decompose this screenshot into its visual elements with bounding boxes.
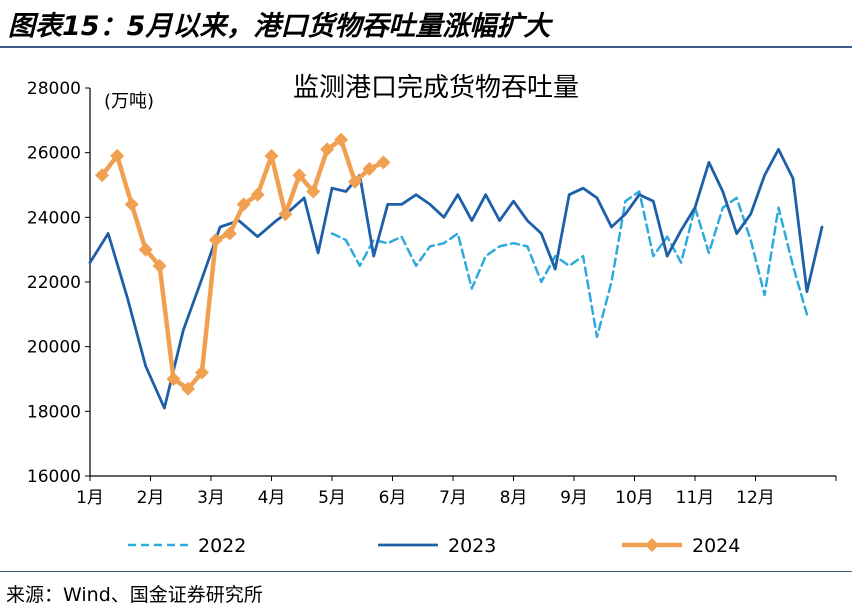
legend-marker-2024 — [645, 538, 659, 552]
x-tick-label: 11月 — [676, 488, 715, 508]
data-point-2024 — [306, 184, 321, 199]
data-point-2024 — [124, 197, 139, 212]
x-tick-label: 6月 — [379, 488, 407, 508]
x-tick-label: 12月 — [736, 488, 775, 508]
top-rule — [0, 46, 852, 48]
data-point-2024 — [152, 258, 167, 273]
x-tick-label: 3月 — [197, 488, 225, 508]
chart-area: 监测港口完成货物吞吐量 (万吨) 16000 18000 20000 22000 240… — [27, 73, 837, 557]
legend-label-2024: 2024 — [692, 535, 740, 557]
series-line-2024 — [99, 137, 386, 391]
y-tick-label: 26000 — [27, 144, 81, 164]
data-point-2024 — [222, 226, 237, 241]
data-point-2024 — [110, 148, 125, 163]
data-point-2024 — [236, 197, 251, 212]
series-line-2022 — [330, 190, 809, 339]
data-point-2024 — [194, 365, 209, 380]
data-point-2024 — [292, 168, 307, 183]
x-tick-label: 7月 — [439, 488, 467, 508]
data-point-2024 — [376, 155, 391, 170]
data-point-2024 — [347, 174, 362, 189]
y-tick-label: 20000 — [27, 338, 81, 358]
x-tick-label: 9月 — [560, 488, 588, 508]
data-point-2024 — [264, 148, 279, 163]
figure-title: 图表15：5月以来，港口货物吞吐量涨幅扩大 — [8, 11, 551, 42]
series-line-2023 — [88, 147, 824, 410]
series-layer — [88, 132, 824, 410]
legend-label-2023: 2023 — [448, 535, 496, 557]
y-axis-unit-label: (万吨) — [104, 91, 154, 112]
data-point-2024 — [166, 372, 181, 386]
data-point-2024 — [334, 132, 349, 147]
data-point-2024 — [181, 381, 196, 396]
legend: 2022 2023 2024 — [128, 535, 740, 557]
data-point-2024 — [362, 161, 377, 176]
x-tick-label: 10月 — [615, 488, 654, 508]
bottom-rule — [0, 571, 852, 572]
y-tick-label: 28000 — [27, 79, 81, 99]
chart-title: 监测港口完成货物吞吐量 — [293, 73, 579, 103]
x-tick-label: 2月 — [137, 488, 165, 508]
data-point-2024 — [138, 242, 153, 257]
x-tick-label: 4月 — [258, 488, 286, 508]
x-tick-label: 1月 — [76, 488, 104, 508]
axes: 16000 18000 20000 22000 24000 26000 28000 1月 2月 3… — [27, 79, 837, 508]
data-point-2024 — [208, 232, 223, 247]
y-tick-label: 22000 — [27, 273, 81, 293]
y-tick-label: 18000 — [27, 402, 81, 422]
data-point-2024 — [278, 207, 293, 222]
data-point-2024 — [250, 187, 265, 202]
source-note: 来源：Wind、国金证券研究所 — [6, 584, 263, 606]
y-tick-label: 24000 — [27, 208, 81, 228]
data-point-2024 — [320, 142, 335, 157]
data-point-2024 — [95, 168, 110, 183]
x-tick-label: 8月 — [500, 488, 528, 508]
legend-label-2022: 2022 — [198, 535, 246, 557]
y-tick-label: 16000 — [27, 467, 81, 487]
x-tick-label: 5月 — [318, 488, 346, 508]
